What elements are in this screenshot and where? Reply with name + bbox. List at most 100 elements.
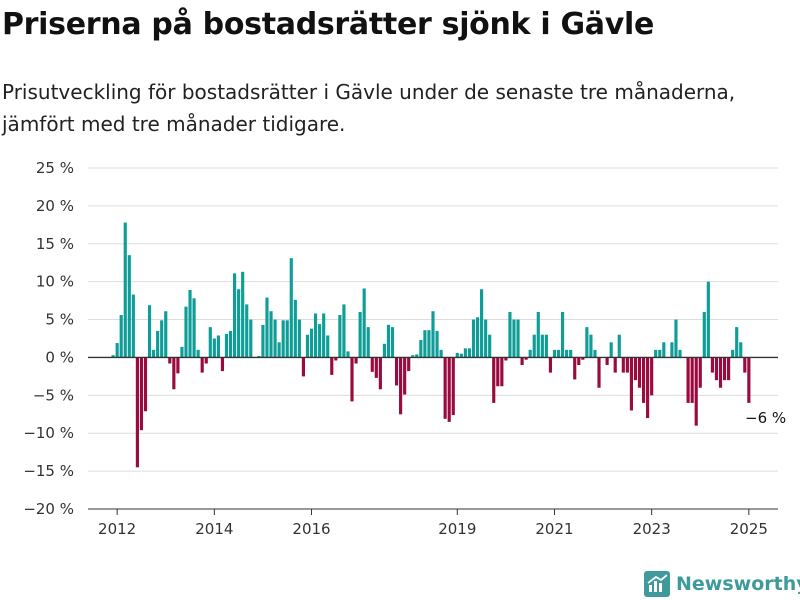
bar	[309, 328, 314, 358]
bar	[536, 311, 540, 358]
bar	[524, 357, 528, 360]
x-tick-label: 2014	[195, 520, 233, 538]
bar	[500, 357, 504, 387]
bar	[228, 330, 233, 358]
bar	[617, 334, 621, 358]
bar	[650, 357, 654, 396]
bar	[277, 342, 281, 358]
bar	[629, 357, 633, 411]
y-tick-label: −5 %	[33, 386, 74, 404]
bar	[532, 334, 536, 358]
bar	[265, 297, 269, 358]
bar	[289, 258, 293, 358]
bar	[597, 357, 601, 388]
bar	[382, 343, 386, 358]
bar	[484, 319, 488, 358]
x-tick-label: 2025	[730, 520, 768, 538]
bar	[710, 357, 714, 373]
bar	[301, 357, 305, 377]
bar	[269, 311, 273, 358]
bar	[727, 357, 731, 381]
bar	[435, 330, 439, 358]
bar	[646, 357, 650, 419]
bar	[233, 273, 237, 358]
bar	[350, 357, 354, 402]
bar	[152, 349, 156, 358]
x-tick-label: 2023	[633, 520, 671, 538]
bar	[447, 357, 451, 422]
bar	[374, 357, 378, 378]
y-tick-label: −10 %	[23, 424, 74, 442]
bar	[520, 357, 524, 366]
bar	[123, 222, 127, 358]
bar	[237, 289, 241, 358]
bar	[625, 357, 629, 373]
bar	[621, 357, 625, 373]
bar	[184, 306, 188, 358]
y-tick-label: 0 %	[45, 348, 74, 366]
bar	[143, 357, 148, 412]
bars	[111, 222, 751, 468]
bar	[176, 357, 180, 374]
bar	[156, 330, 160, 358]
bar	[593, 349, 597, 358]
bar	[739, 342, 743, 358]
x-tick-label: 2012	[98, 520, 136, 538]
bar	[188, 290, 192, 358]
annotations: −6 %	[745, 409, 786, 427]
bar	[257, 355, 261, 358]
bar	[115, 343, 119, 358]
bar	[674, 319, 678, 358]
bar	[111, 355, 115, 358]
bar	[362, 288, 366, 358]
bar	[216, 335, 220, 358]
bar	[654, 349, 658, 358]
bar	[702, 311, 706, 358]
bar	[245, 304, 249, 358]
bar	[633, 357, 638, 381]
bar	[637, 357, 642, 388]
bar	[386, 324, 391, 358]
bar	[241, 271, 245, 358]
bar	[459, 353, 463, 358]
bar	[561, 311, 565, 358]
bar	[358, 311, 362, 358]
bar	[334, 357, 338, 361]
bar	[463, 348, 467, 358]
axis-labels: 25 % 20 % 15 % 10 % 5 % 0 % −5 % −10 % −15 % −20 …	[23, 159, 768, 538]
bar	[544, 334, 548, 358]
bar	[589, 334, 593, 358]
bar	[492, 357, 496, 403]
bar	[658, 349, 662, 358]
bar	[686, 357, 690, 403]
bar	[439, 349, 443, 358]
bar	[273, 319, 277, 358]
newsworthy-logo-icon	[644, 571, 670, 597]
bar	[261, 324, 265, 358]
bar	[293, 299, 297, 358]
bar	[731, 349, 735, 358]
bar	[318, 324, 322, 358]
bar	[706, 281, 710, 358]
bar	[366, 327, 370, 358]
bar	[281, 320, 285, 358]
y-tick-label: −20 %	[23, 500, 74, 518]
bar	[516, 319, 520, 358]
bar	[613, 357, 617, 373]
annotation-label: −6 %	[745, 409, 786, 427]
bar	[565, 349, 569, 358]
bar	[475, 317, 480, 358]
bar	[496, 357, 500, 387]
bar	[573, 357, 577, 380]
bar	[670, 342, 674, 358]
bar	[326, 335, 330, 358]
bar	[718, 357, 723, 388]
bar	[338, 315, 342, 358]
bar	[390, 327, 395, 358]
y-tick-label: −15 %	[23, 462, 74, 480]
bar	[488, 334, 492, 358]
y-tick-label: 10 %	[36, 273, 74, 291]
bar	[119, 315, 123, 358]
bar	[160, 320, 164, 358]
